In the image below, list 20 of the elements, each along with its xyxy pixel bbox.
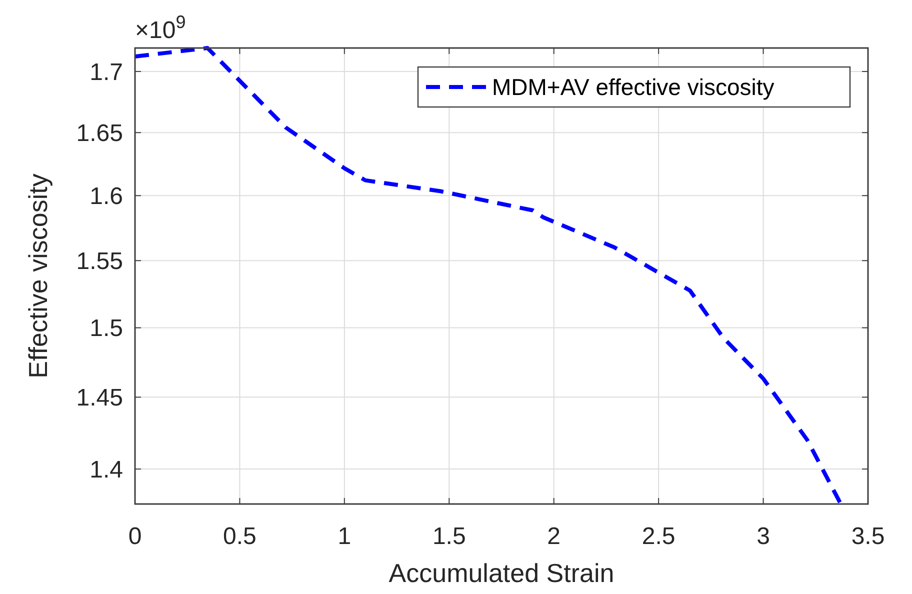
text: ×10$^{9}$ [135,12,186,44]
y-tick-label: 1.45 [76,384,123,412]
x-tick-label: 3 [756,523,770,550]
x-tick-label: 2.5 [642,523,676,550]
y-axis-title: Effective viscosity [23,174,53,378]
y-tick-label: 1.55 [76,248,123,276]
x-axis-title: Accumulated Strain [388,558,614,588]
y-tick-label: 1.4 [90,456,123,484]
y-tick-label: 1.6 [90,183,123,210]
line-series [133,46,843,506]
x-tick-label: 1.5 [432,523,466,550]
x-tick-label: 3.5 [851,523,885,550]
x-tick-label: 0.5 [223,523,256,550]
x-tick-label: 0 [128,523,142,550]
x-tick-label: 1 [338,523,352,550]
y-tick-label: 1.7 [90,58,123,86]
x-tick-label: 2 [547,523,561,550]
legend-label: MDM+AV effective viscosity [492,74,775,100]
y-tick-label: 1.65 [76,120,123,147]
y-tick-label: 1.5 [90,315,123,342]
